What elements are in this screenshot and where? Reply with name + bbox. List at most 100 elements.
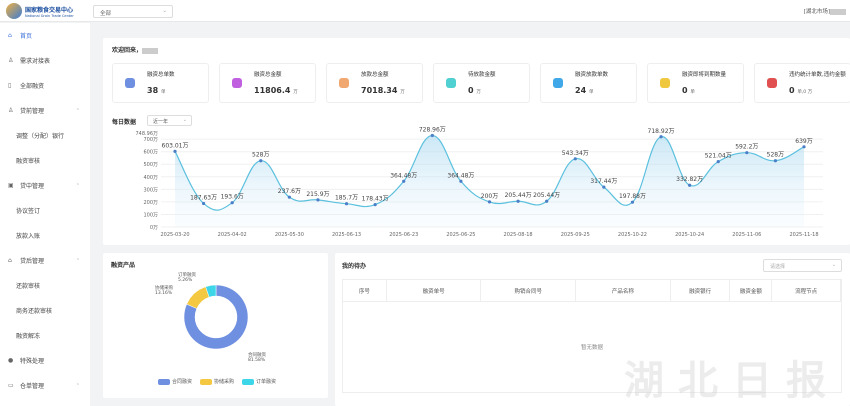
- legend-item[interactable]: 订单融资: [242, 378, 276, 385]
- range-value: 近一年: [153, 119, 169, 125]
- data-point[interactable]: [688, 183, 692, 187]
- y-tick-label: 748.96万: [136, 131, 159, 137]
- stat-icon: [446, 78, 456, 88]
- legend-item[interactable]: 协储采购: [200, 378, 234, 385]
- data-point[interactable]: [745, 151, 749, 155]
- column-header: 序号: [343, 280, 387, 301]
- y-tick-label: 700万: [143, 137, 158, 143]
- sidebar-item[interactable]: ▭ 仓单管理 ⌃: [0, 373, 90, 398]
- data-label: 521.04万: [705, 153, 732, 160]
- x-tick-label: 2025-11-06: [732, 232, 761, 238]
- sidebar-item[interactable]: ⌂ 贷后管理 ⌃: [0, 248, 90, 273]
- data-point[interactable]: [716, 160, 720, 164]
- column-header: 流程节点: [772, 280, 842, 301]
- data-point[interactable]: [201, 201, 206, 206]
- org-select-value: 全部: [100, 11, 112, 17]
- range-select[interactable]: 近一年 ⌄: [147, 115, 192, 126]
- data-point[interactable]: [487, 200, 492, 204]
- stat-value-wrap: 0 单: [682, 86, 695, 95]
- legend-label: 协储采购: [214, 379, 235, 385]
- logo[interactable]: 国家粮食交易中心 National Grain Trade Center: [6, 3, 74, 19]
- slice-name: 协储采购: [155, 284, 173, 291]
- logo-en: National Grain Trade Center: [25, 13, 74, 18]
- data-point[interactable]: [602, 185, 606, 189]
- data-point[interactable]: [659, 135, 663, 139]
- sidebar-item[interactable]: ♙ 贷前管理 ⌃: [0, 98, 90, 123]
- x-tick-label: 2025-10-22: [618, 232, 647, 238]
- data-label: 364.48万: [447, 172, 474, 179]
- data-point[interactable]: [430, 133, 434, 138]
- stat-label: 融资即将到期数量: [682, 72, 727, 78]
- sidebar-item-label: 商务还款审核: [16, 308, 53, 315]
- sidebar-item[interactable]: 还款审核: [0, 273, 90, 298]
- data-point[interactable]: [773, 159, 778, 163]
- stat-unit: 单,0 万: [797, 90, 813, 95]
- data-label: 200万: [481, 193, 498, 200]
- sidebar-item[interactable]: 放款入账: [0, 223, 90, 248]
- logo-mark-icon: [6, 3, 22, 19]
- data-point[interactable]: [259, 159, 263, 163]
- data-label: 592.2万: [735, 144, 758, 151]
- stat-unit: 单: [588, 90, 594, 95]
- data-point[interactable]: [573, 157, 577, 161]
- x-tick-label: 2025-06-23: [389, 232, 418, 238]
- chevron-down-icon: ⌄: [182, 117, 187, 123]
- sidebar-item[interactable]: 融资解冻: [0, 323, 90, 348]
- folder-icon: ▭: [8, 382, 14, 389]
- sidebar-item-label: 全部融资: [20, 83, 45, 90]
- pie-slice[interactable]: [183, 284, 249, 350]
- user-info[interactable]: [湖北市场]: [804, 7, 846, 15]
- data-point[interactable]: [459, 179, 463, 183]
- sidebar-item[interactable]: 调整（分配）银行: [0, 123, 90, 148]
- data-point[interactable]: [230, 201, 234, 205]
- data-point[interactable]: [545, 199, 549, 203]
- sidebar-item[interactable]: ▯ 全部融资: [0, 73, 90, 98]
- data-point[interactable]: [402, 179, 406, 183]
- stat-value-wrap: 11806.4 万: [254, 86, 298, 95]
- user-icon: ♙: [8, 57, 14, 64]
- chevron-up-icon: ⌃: [75, 107, 80, 114]
- data-point[interactable]: [173, 149, 177, 153]
- stat-card: 待放款金额 0 万: [433, 63, 530, 103]
- data-label: 543.34万: [562, 150, 589, 157]
- sidebar-item[interactable]: ● 特殊处理: [0, 348, 90, 373]
- home-icon: ⌂: [8, 32, 12, 39]
- sidebar-item[interactable]: 融资审核: [0, 148, 90, 173]
- y-tick-label: 300万: [143, 187, 158, 193]
- data-label: 193.6万: [221, 194, 244, 201]
- top-header: 国家粮食交易中心 National Grain Trade Center 全部 ⌄ …: [0, 0, 850, 22]
- welcome-text: 欢迎回来，: [112, 45, 159, 54]
- slice-percent: 5.26%: [178, 277, 193, 283]
- data-point[interactable]: [373, 203, 377, 207]
- todo-filter-select[interactable]: 请选择 ⌄: [763, 259, 842, 272]
- org-select[interactable]: 全部 ⌄: [93, 5, 173, 18]
- x-tick-label: 2025-11-18: [789, 232, 818, 238]
- pie-slice[interactable]: [205, 284, 217, 298]
- data-point[interactable]: [344, 202, 349, 206]
- data-label: 178.43万: [362, 196, 389, 203]
- sidebar-item-label: 贷中管理: [20, 183, 45, 190]
- stat-card: 融资即将到期数量 0 单: [647, 63, 744, 103]
- legend-item[interactable]: 合同融资: [158, 378, 192, 385]
- sidebar-item[interactable]: ♙ 需求对接表: [0, 48, 90, 73]
- data-point[interactable]: [287, 195, 291, 199]
- sidebar-item-label: 放款入账: [16, 233, 41, 240]
- product-card: [103, 253, 328, 398]
- x-tick-label: 2025-05-30: [275, 232, 304, 238]
- data-point[interactable]: [802, 145, 806, 149]
- data-point[interactable]: [630, 200, 635, 204]
- stat-card: 融资总金额 11806.4 万: [219, 63, 316, 103]
- sidebar-item[interactable]: ⌂ 首页: [0, 23, 90, 48]
- todo-card: [335, 253, 850, 406]
- sidebar-item[interactable]: 协议签订: [0, 198, 90, 223]
- pie-slice[interactable]: [186, 286, 210, 309]
- column-header: 融资单号: [387, 280, 482, 301]
- chevron-up-icon: ⌃: [75, 382, 80, 389]
- sidebar-item[interactable]: ▣ 贷中管理 ⌃: [0, 173, 90, 198]
- sidebar-item[interactable]: 商务还款审核: [0, 298, 90, 323]
- data-point[interactable]: [516, 199, 520, 203]
- data-label: 528万: [767, 152, 784, 159]
- column-header: 融资银行: [671, 280, 731, 301]
- data-point[interactable]: [316, 198, 320, 202]
- user-name-redacted: [142, 47, 159, 54]
